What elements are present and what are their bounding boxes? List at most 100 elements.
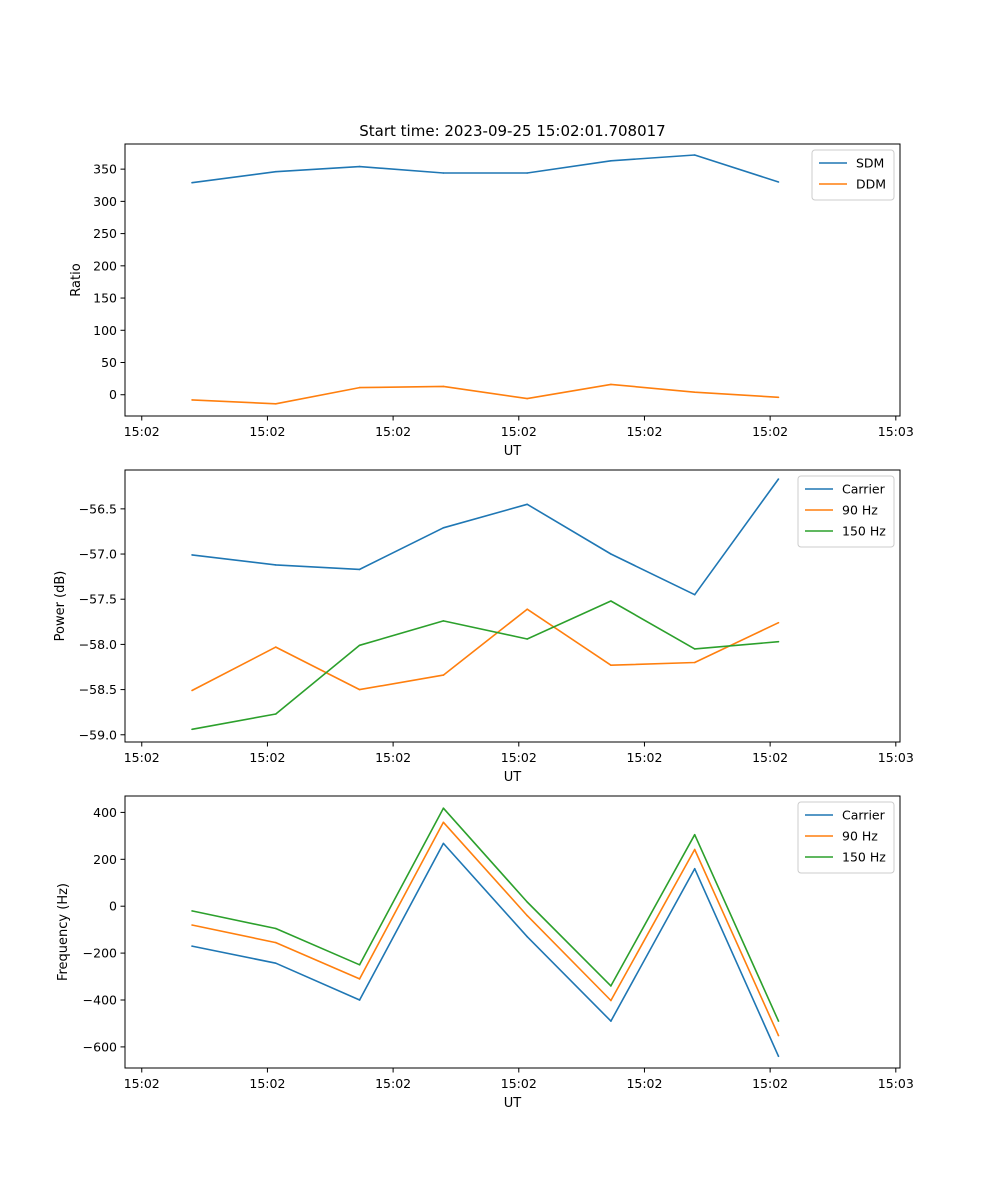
- data-point: [275, 646, 277, 648]
- legend: Carrier 90 Hz 150 Hz: [797, 475, 895, 548]
- x-axis-label: UT: [504, 770, 522, 785]
- data-point: [610, 553, 612, 555]
- legend-label: Carrier: [842, 808, 886, 823]
- data-point: [777, 396, 780, 399]
- legend-label: 90 Hz: [842, 829, 878, 844]
- y-tick-label: −58.5: [79, 682, 117, 697]
- series-line-ddm: [191, 383, 779, 405]
- x-tick-label: 15:02: [375, 750, 411, 765]
- data-point: [526, 914, 528, 917]
- x-tick-label: 15:03: [878, 424, 914, 439]
- data-point: [275, 927, 277, 930]
- x-tick-label: 15:02: [249, 750, 285, 765]
- x-tick-label: 15:03: [878, 750, 914, 765]
- y-axis-label: Frequency (Hz): [56, 883, 71, 981]
- data-point: [777, 621, 780, 624]
- legend-label: 150 Hz: [842, 524, 886, 539]
- data-point: [442, 842, 445, 845]
- x-tick-label: 15:02: [501, 424, 537, 439]
- data-point: [610, 600, 612, 602]
- data-point: [693, 391, 696, 394]
- data-point: [777, 1055, 780, 1058]
- y-tick-label: −56.5: [79, 501, 117, 516]
- y-tick-label: −57.5: [79, 592, 117, 607]
- x-tick-label: 15:02: [626, 1076, 662, 1091]
- legend-label: 150 Hz: [842, 850, 886, 865]
- y-tick-label: 350: [93, 162, 117, 177]
- data-point: [610, 999, 612, 1002]
- y-tick-label: 200: [93, 258, 117, 273]
- data-point: [777, 478, 780, 480]
- series-line-150-hz: [191, 807, 780, 1022]
- data-point: [442, 807, 445, 809]
- data-point: [526, 901, 528, 903]
- data-point: [442, 172, 445, 174]
- data-point: [693, 648, 696, 650]
- axes-frame: [124, 143, 901, 417]
- data-point: [191, 181, 193, 184]
- x-tick-label: 15:02: [375, 424, 411, 439]
- data-point: [358, 688, 361, 691]
- x-tick-label: 15:02: [124, 1076, 160, 1091]
- data-point: [693, 848, 696, 851]
- data-point: [358, 386, 361, 389]
- data-point: [610, 383, 612, 386]
- x-tick-label: 15:03: [878, 1076, 914, 1091]
- x-tick-label: 15:02: [124, 750, 160, 765]
- legend-label: 90 Hz: [842, 503, 878, 518]
- data-point: [358, 999, 361, 1001]
- data-point: [191, 945, 193, 947]
- data-point: [526, 935, 528, 938]
- y-tick-label: 0: [109, 899, 117, 914]
- x-tick-label: 15:02: [249, 1076, 285, 1091]
- x-tick-label: 15:02: [752, 424, 788, 439]
- data-point: [442, 674, 445, 676]
- data-point: [275, 403, 277, 405]
- legend: Carrier 90 Hz 150 Hz: [797, 801, 895, 874]
- y-tick-label: 250: [93, 226, 117, 241]
- data-point: [442, 821, 445, 824]
- legend-label: SDM: [856, 156, 884, 171]
- data-point: [610, 1020, 612, 1022]
- y-tick-label: 50: [101, 355, 117, 370]
- x-tick-label: 15:02: [752, 1076, 788, 1091]
- data-point: [693, 593, 696, 596]
- data-point: [693, 661, 696, 664]
- subplot-3: 15:02 15:02 15:02 15:02 15:02 15:02 15:03 −600 −…: [56, 795, 914, 1111]
- x-tick-label: 15:02: [752, 750, 788, 765]
- subplot-1: 15:02 15:02 15:02 15:02 15:02 15:02 15:03 0 50 10…: [69, 143, 914, 459]
- x-tick-label: 15:02: [626, 424, 662, 439]
- subplot-2: 15:02 15:02 15:02 15:02 15:02 15:02 15:03 −59.0…: [53, 469, 914, 785]
- x-axis-label: UT: [504, 1096, 522, 1111]
- data-point: [275, 941, 277, 944]
- axes-frame: [124, 795, 901, 1069]
- figure-title: Start time: 2023-09-25 15:02:01.708017: [359, 122, 665, 140]
- x-tick-label: 15:02: [626, 750, 662, 765]
- y-tick-label: 150: [93, 291, 117, 306]
- data-point: [610, 985, 612, 987]
- x-axis-label: UT: [504, 444, 522, 459]
- x-tick-label: 15:02: [375, 1076, 411, 1091]
- data-point: [526, 638, 528, 640]
- y-tick-label: −58.0: [79, 637, 117, 652]
- y-tick-label: −59.0: [79, 727, 117, 742]
- data-point: [526, 503, 528, 506]
- y-tick-label: −400: [83, 993, 117, 1008]
- data-point: [358, 964, 361, 966]
- legend-label: DDM: [856, 177, 886, 192]
- series-line-90-hz: [191, 608, 779, 692]
- data-point: [191, 910, 193, 912]
- data-point: [693, 154, 696, 156]
- y-tick-label: 300: [93, 194, 117, 209]
- data-point: [275, 564, 277, 566]
- data-point: [442, 527, 445, 529]
- x-tick-label: 15:02: [501, 1076, 537, 1091]
- x-tick-label: 15:02: [124, 424, 160, 439]
- data-point: [358, 978, 361, 980]
- data-point: [191, 728, 193, 731]
- data-point: [191, 554, 193, 556]
- data-point: [777, 1034, 780, 1037]
- data-point: [275, 713, 277, 715]
- data-point: [358, 165, 361, 168]
- series-line-sdm: [191, 154, 779, 184]
